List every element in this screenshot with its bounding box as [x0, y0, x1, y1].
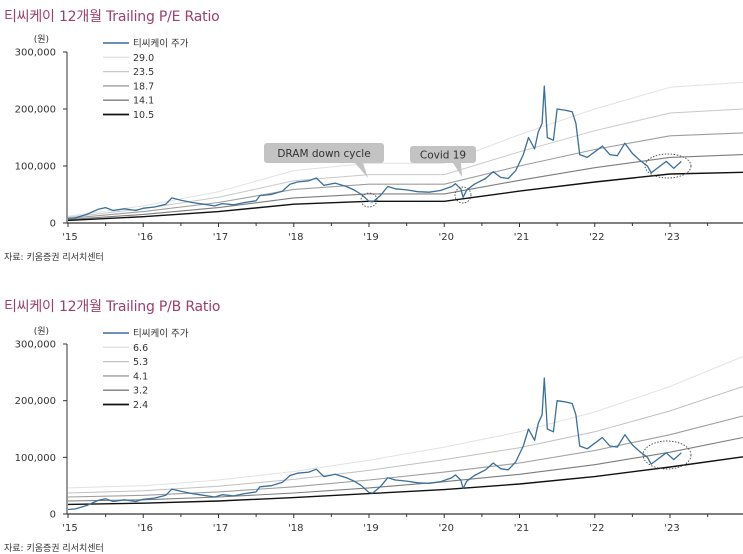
pe-legend-label: 10.5: [133, 110, 154, 121]
pe-y-unit-label: (원): [34, 34, 49, 45]
pe-highlight-ellipse: [360, 192, 378, 208]
pe-series-band-18-7: [67, 132, 743, 219]
pe-legend-label: 29.0: [133, 53, 154, 64]
pe-callout: Covid 19: [410, 146, 476, 177]
pe-x-tick-label: '16: [138, 232, 153, 243]
pe-callout-text: DRAM down cycle: [277, 148, 370, 160]
pe-legend-label: 티씨케이 주가: [133, 39, 189, 50]
pe-x-tick-label: '23: [664, 232, 679, 243]
pb-x-tick-label: '20: [439, 523, 454, 534]
pb-series-band-5-3: [67, 386, 743, 494]
pe-highlight-ellipse: [454, 186, 472, 204]
pb-y-tick-label: 200,000: [15, 396, 56, 407]
pe-series-price-line: [67, 85, 682, 220]
pe-x-tick-label: '21: [514, 232, 529, 243]
pb-legend-label: 6.6: [133, 343, 148, 354]
pb-x-tick-label: '18: [288, 523, 303, 534]
pe-chart-source: 자료: 키움증권 리서치센터: [4, 253, 104, 263]
pe-chart-title: 티씨케이 12개월 Trailing P/E Ratio: [4, 9, 220, 25]
pe-x-tick-label: '18: [288, 232, 303, 243]
pb-series-band-3-2: [67, 436, 743, 502]
pe-x-tick-label: '15: [62, 232, 77, 243]
pe-x-tick-label: '20: [439, 232, 454, 243]
pb-x-tick-label: '15: [62, 523, 77, 534]
pe-band-chart: (원) 0 100,000 200,000 300,000 '15 '16 '17 '18 '19…: [15, 34, 743, 243]
pe-series-band-10-5: [67, 171, 743, 222]
pe-series-band-23-5: [67, 108, 743, 218]
pb-series-band-2-4: [67, 456, 743, 506]
pe-callout-box: [264, 143, 384, 163]
pb-x-tick-label: '22: [589, 523, 604, 534]
pb-legend-label: 3.2: [133, 386, 148, 397]
pe-series-band-29-0: [67, 81, 743, 217]
pb-y-tick-label: 300,000: [15, 340, 56, 351]
pe-y-tick-label: 200,000: [15, 105, 56, 116]
pe-x-tick-label: '22: [589, 232, 604, 243]
pe-x-tick-label: '17: [213, 232, 228, 243]
pe-highlight-ellipse: [644, 153, 692, 179]
pe-y-tick-label: 100,000: [15, 162, 56, 173]
pb-y-unit-label: (원): [34, 326, 49, 337]
pb-y-tick-label: 100,000: [15, 453, 56, 464]
pb-x-tick-label: '17: [213, 523, 228, 534]
pe-legend-label: 23.5: [133, 67, 154, 78]
pb-series-band-6-6: [67, 356, 743, 489]
pe-callout-pointer: [453, 163, 462, 177]
pb-highlight-ellipse: [642, 440, 692, 470]
pb-legend-label: 5.3: [133, 357, 148, 368]
pb-x-tick-label: '23: [664, 523, 679, 534]
pb-legend-label: 2.4: [133, 400, 148, 411]
pb-legend-label: 4.1: [133, 371, 148, 382]
pb-legend-label: 티씨케이 주가: [133, 329, 189, 340]
pe-legend-label: 18.7: [133, 81, 154, 92]
pb-chart-source: 자료: 키움증권 리서치센터: [4, 544, 104, 554]
pb-chart-title: 티씨케이 12개월 Trailing P/B Ratio: [4, 299, 221, 315]
pe-callout-box: [410, 146, 476, 163]
pb-x-tick-label: '16: [138, 523, 153, 534]
pe-y-tick-label: 0: [50, 219, 56, 230]
pb-series-price-line: [67, 377, 682, 511]
pb-series-band-4-1: [67, 415, 743, 498]
pe-callout: DRAM down cycle: [264, 143, 384, 178]
pb-x-tick-label: '21: [514, 523, 529, 534]
pe-callout-text: Covid 19: [420, 150, 466, 162]
pb-x-tick-label: '19: [363, 523, 378, 534]
pe-x-tick-label: '19: [363, 232, 378, 243]
pe-legend-label: 14.1: [133, 96, 154, 107]
pb-y-tick-label: 0: [50, 510, 56, 521]
pe-y-tick-label: 300,000: [15, 48, 56, 59]
pe-callout-pointer: [355, 163, 368, 178]
pe-series-band-14-1: [67, 154, 743, 221]
